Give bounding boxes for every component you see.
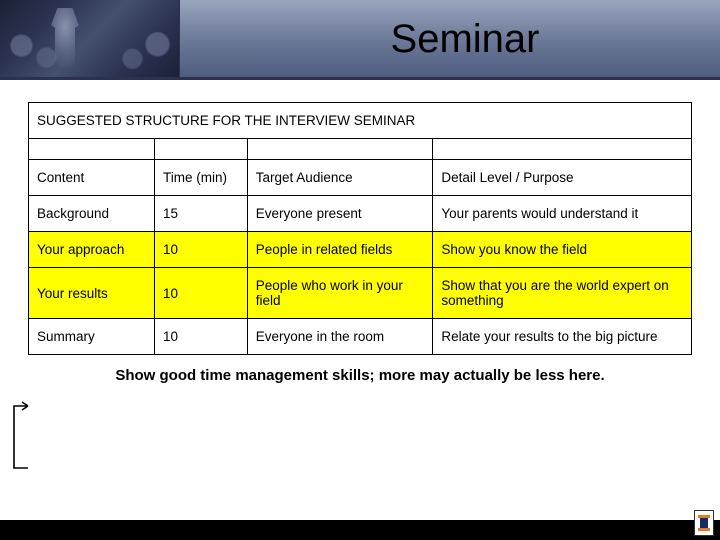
column-header-content: Content [29, 160, 155, 196]
audience-cell: Everyone in the room [247, 319, 433, 355]
table-row: Your approach10People in related fieldsS… [29, 232, 692, 268]
audience-cell: Everyone present [247, 196, 433, 232]
spacer-cell [154, 139, 247, 160]
header-statue-image [0, 0, 180, 78]
content-cell: Summary [29, 319, 155, 355]
time-cell: 10 [154, 232, 247, 268]
table-row: Summary10Everyone in the roomRelate your… [29, 319, 692, 355]
table-row: Your results10People who work in your fi… [29, 268, 692, 319]
header-underline [0, 77, 720, 80]
detail-cell: Relate your results to the big picture [433, 319, 692, 355]
slide-title: Seminar [180, 17, 720, 62]
content-cell: Your approach [29, 232, 155, 268]
content-cell: Background [29, 196, 155, 232]
detail-cell: Your parents would understand it [433, 196, 692, 232]
time-cell: 10 [154, 268, 247, 319]
detail-cell: Show you know the field [433, 232, 692, 268]
slide-header: Seminar [0, 0, 720, 78]
summary-to-background-arrow-icon [11, 400, 29, 472]
audience-cell: People in related fields [247, 232, 433, 268]
column-header-time: Time (min) [154, 160, 247, 196]
structure-table: SUGGESTED STRUCTURE FOR THE INTERVIEW SE… [28, 102, 692, 355]
spacer-cell [433, 139, 692, 160]
bottom-bar [0, 520, 720, 540]
table-title-cell: SUGGESTED STRUCTURE FOR THE INTERVIEW SE… [29, 103, 692, 139]
footer-note: Show good time management skills; more m… [28, 367, 692, 384]
table-row: Background15Everyone presentYour parents… [29, 196, 692, 232]
detail-cell: Show that you are the world expert on so… [433, 268, 692, 319]
illinois-logo-icon [694, 510, 714, 536]
spacer-cell [29, 139, 155, 160]
time-cell: 10 [154, 319, 247, 355]
time-cell: 15 [154, 196, 247, 232]
column-header-audience: Target Audience [247, 160, 433, 196]
content-area: SUGGESTED STRUCTURE FOR THE INTERVIEW SE… [0, 78, 720, 384]
audience-cell: People who work in your field [247, 268, 433, 319]
column-header-detail: Detail Level / Purpose [433, 160, 692, 196]
content-cell: Your results [29, 268, 155, 319]
spacer-cell [247, 139, 433, 160]
